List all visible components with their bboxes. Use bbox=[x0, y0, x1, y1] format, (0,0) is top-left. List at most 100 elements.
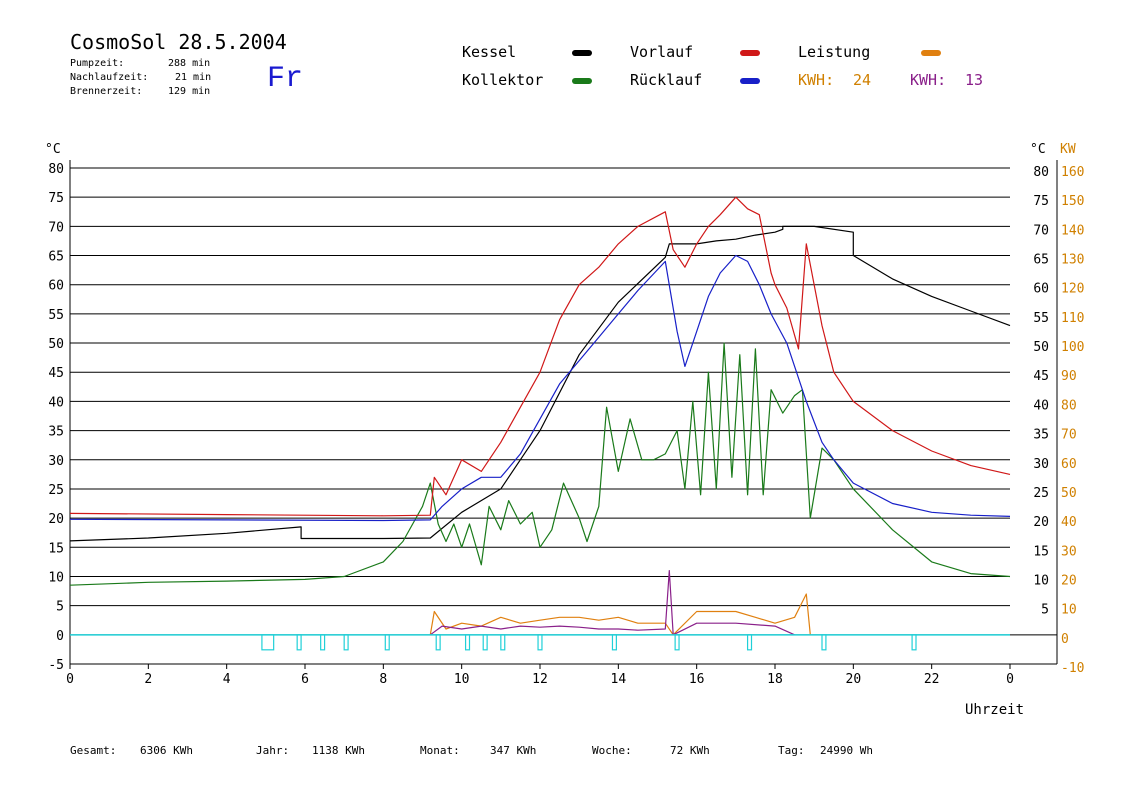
y-tick-left: 65 bbox=[48, 250, 64, 265]
footer-gesamt-value: 6306 KWh bbox=[140, 744, 193, 757]
x-axis-label: Uhrzeit bbox=[965, 702, 1024, 718]
y-axis-unit-left: °C bbox=[45, 142, 61, 157]
x-tick-label: 8 bbox=[379, 672, 387, 687]
y-tick-right-power: 70 bbox=[1061, 428, 1077, 443]
footer-tag-label: Tag: bbox=[778, 744, 805, 757]
y-tick-right-temp: 55 bbox=[1033, 311, 1049, 326]
y-tick-right-temp: 30 bbox=[1033, 457, 1049, 472]
legend-leistung-swatch bbox=[921, 50, 941, 56]
y-tick-right-power: 130 bbox=[1061, 253, 1084, 268]
legend-kwh1-value: 24 bbox=[853, 71, 872, 89]
pump-layer bbox=[70, 634, 1010, 651]
y-tick-right-power: 160 bbox=[1061, 165, 1084, 180]
y-tick-right-power: 0 bbox=[1061, 632, 1069, 647]
stat-brennerzeit-label: Brennerzeit: bbox=[70, 86, 143, 97]
y-tick-right-temp: 50 bbox=[1033, 340, 1049, 355]
legend-vorlauf-label: Vorlauf bbox=[630, 43, 694, 61]
x-tick-label: 18 bbox=[767, 672, 783, 687]
x-tick-label: 22 bbox=[924, 672, 940, 687]
x-tick-label: 12 bbox=[532, 672, 548, 687]
x-tick-label: 4 bbox=[223, 672, 231, 687]
y-tick-left: 80 bbox=[48, 162, 64, 177]
y-tick-right-power: 60 bbox=[1061, 457, 1077, 472]
y-tick-right-power: 120 bbox=[1061, 282, 1084, 297]
stat-pumpzeit-label: Pumpzeit: bbox=[70, 58, 125, 69]
y-tick-right-power: 110 bbox=[1061, 311, 1084, 326]
y-tick-left: 30 bbox=[48, 454, 64, 469]
y-tick-right-power: 50 bbox=[1061, 486, 1077, 501]
x-tick-label: 14 bbox=[611, 672, 627, 687]
y-tick-right-temp: 10 bbox=[1033, 573, 1049, 588]
y-tick-right-temp: 25 bbox=[1033, 486, 1049, 501]
y-tick-left: 75 bbox=[48, 191, 64, 206]
footer-jahr-label: Jahr: bbox=[256, 744, 290, 757]
legend-kessel-label: Kessel bbox=[462, 43, 517, 61]
footer-woche-label: Woche: bbox=[592, 744, 632, 757]
y-tick-left: 60 bbox=[48, 279, 64, 294]
legend-ruecklauf-swatch bbox=[740, 78, 760, 84]
y-axis-unit-right: °C bbox=[1030, 142, 1046, 157]
y-tick-left: -5 bbox=[48, 658, 64, 673]
legend-vorlauf-swatch bbox=[740, 50, 760, 56]
y-tick-right-temp: 15 bbox=[1033, 544, 1049, 559]
y-tick-right-power: 80 bbox=[1061, 398, 1077, 413]
legend-kollektor-swatch bbox=[572, 78, 592, 84]
pump-on-marker bbox=[821, 634, 827, 651]
pump-on-marker bbox=[296, 634, 302, 651]
y-tick-left: 25 bbox=[48, 483, 64, 498]
y-tick-right-power: 100 bbox=[1061, 340, 1084, 355]
y-tick-left: 5 bbox=[56, 600, 64, 615]
x-tick-label: 20 bbox=[846, 672, 862, 687]
stat-brennerzeit-value: 129 min bbox=[168, 86, 211, 97]
series-line-vorlauf bbox=[69, 196, 1011, 517]
y-tick-left: 45 bbox=[48, 366, 64, 381]
y-tick-left: 15 bbox=[48, 541, 64, 556]
y-tick-right-temp: 40 bbox=[1033, 398, 1049, 413]
series-line-kollektor bbox=[69, 342, 1011, 586]
x-tick-label: 16 bbox=[689, 672, 705, 687]
legend-leistung-label: Leistung bbox=[798, 43, 871, 61]
pump-on-marker bbox=[537, 634, 543, 651]
grid-layer bbox=[69, 160, 1058, 665]
weekday-label: Fr bbox=[267, 62, 304, 96]
footer-monat-label: Monat: bbox=[420, 744, 460, 757]
series-line-kessel bbox=[69, 225, 1011, 542]
pump-on-marker bbox=[464, 634, 471, 651]
pump-on-marker bbox=[384, 634, 390, 651]
chart-title: CosmoSol 28.5.2004 bbox=[70, 30, 287, 54]
y-tick-right-temp: 45 bbox=[1033, 369, 1049, 384]
y-tick-right-temp: 65 bbox=[1033, 253, 1049, 268]
stat-nachlaufzeit-value: 21 min bbox=[175, 72, 212, 83]
pump-on-marker bbox=[435, 634, 441, 651]
series-line-kwh-13 bbox=[429, 570, 795, 636]
y-tick-right-temp: 70 bbox=[1033, 223, 1049, 238]
stat-nachlaufzeit-label: Nachlaufzeit: bbox=[70, 72, 149, 83]
tick-layer: 80757065605550454035302520151050-5807570… bbox=[48, 162, 1084, 687]
y-tick-right-power: 10 bbox=[1061, 603, 1077, 618]
stat-pumpzeit-value: 288 min bbox=[168, 58, 211, 69]
pump-on-marker bbox=[482, 634, 488, 651]
y-tick-left: 55 bbox=[48, 308, 64, 323]
y-tick-right-power: 150 bbox=[1061, 194, 1084, 209]
series-line-r-cklauf bbox=[69, 254, 1011, 522]
y-tick-left: 10 bbox=[48, 570, 64, 585]
y-tick-right-temp: 5 bbox=[1041, 603, 1049, 618]
legend-kwh2-label: KWH: bbox=[910, 71, 947, 89]
legend-ruecklauf-label: Rücklauf bbox=[630, 71, 703, 89]
pump-on-marker bbox=[746, 634, 753, 651]
y-tick-right-temp: 60 bbox=[1033, 282, 1049, 297]
y-tick-right-temp: 35 bbox=[1033, 428, 1049, 443]
y-tick-right-power: 40 bbox=[1061, 515, 1077, 530]
y-tick-right-power: 140 bbox=[1061, 223, 1084, 238]
y-tick-left: 20 bbox=[48, 512, 64, 527]
legend-kessel-swatch bbox=[572, 50, 592, 56]
footer-woche-value: 72 KWh bbox=[670, 744, 710, 757]
series-line-leistung bbox=[429, 593, 811, 636]
y-axis-unit-power: KW bbox=[1060, 142, 1076, 157]
pump-on-marker bbox=[611, 634, 617, 651]
series-layer bbox=[69, 196, 1011, 636]
x-tick-label: 6 bbox=[301, 672, 309, 687]
x-tick-label: 2 bbox=[144, 672, 152, 687]
footer-gesamt-label: Gesamt: bbox=[70, 744, 117, 757]
